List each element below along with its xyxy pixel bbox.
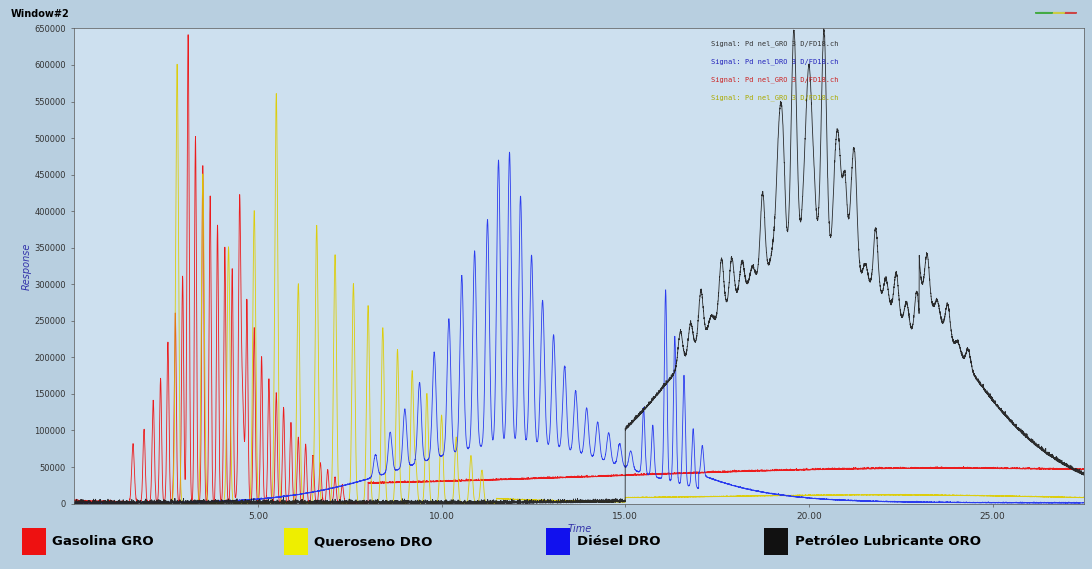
Text: Window#2: Window#2 <box>11 9 70 19</box>
Bar <box>284 529 308 555</box>
Bar <box>764 529 788 555</box>
X-axis label: Time: Time <box>567 523 592 534</box>
Bar <box>22 529 46 555</box>
Text: Petróleo Lubricante ORO: Petróleo Lubricante ORO <box>795 535 981 549</box>
Text: Signal: Pd nel_GRO 3 D/FD18.ch: Signal: Pd nel_GRO 3 D/FD18.ch <box>711 76 839 83</box>
Text: Signal: Pd nel_GRO 3 D/FD18.ch: Signal: Pd nel_GRO 3 D/FD18.ch <box>711 94 839 101</box>
Text: Gasolina GRO: Gasolina GRO <box>52 535 154 549</box>
Bar <box>546 529 570 555</box>
Text: Signal: Pd nel_DRO 3 D/FD18.ch: Signal: Pd nel_DRO 3 D/FD18.ch <box>711 59 839 65</box>
Text: Diésel DRO: Diésel DRO <box>577 535 660 549</box>
Text: Signal: Pd nel_GRO 3 D/FD18.ch: Signal: Pd nel_GRO 3 D/FD18.ch <box>711 40 839 47</box>
Y-axis label: Response: Response <box>22 242 32 290</box>
Text: Queroseno DRO: Queroseno DRO <box>314 535 432 549</box>
